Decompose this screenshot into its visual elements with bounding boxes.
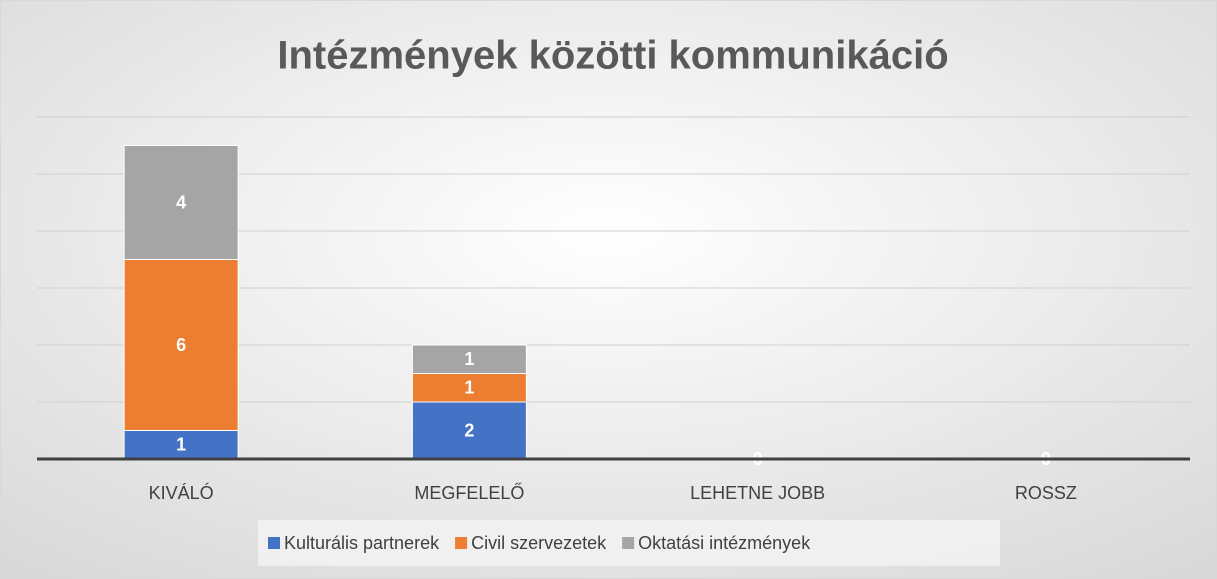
bar-segment <box>411 373 527 403</box>
bar-segment <box>123 430 239 460</box>
legend-label: Kulturális partnerek <box>284 533 440 553</box>
data-label: 1 <box>176 435 186 455</box>
legend-swatch <box>622 537 635 549</box>
data-label: 2 <box>464 420 474 440</box>
data-label: 6 <box>176 335 186 355</box>
legend: Kulturális partnerek Civil szervezetek Okt… <box>258 520 1000 566</box>
x-tick-label: ROSSZ <box>1015 483 1077 503</box>
x-tick-label: KIVÁLÓ <box>149 482 214 503</box>
x-tick-label: MEGFELELŐ <box>414 482 524 503</box>
bar-segment <box>123 259 239 431</box>
data-label: 4 <box>176 192 186 212</box>
legend-swatch <box>268 537 280 549</box>
legend-label: Civil szervezetek <box>471 533 607 553</box>
bar-segment <box>123 145 239 260</box>
bar-segment <box>411 401 527 460</box>
data-label: 1 <box>464 349 474 369</box>
legend-label: Oktatási intézmények <box>638 533 811 553</box>
bar-segment <box>411 344 527 374</box>
legend-swatch <box>455 537 468 549</box>
data-label: 1 <box>464 378 474 398</box>
chart-title: Intézmények közötti kommunikáció <box>277 34 948 78</box>
x-tick-label: LEHETNE JOBB <box>690 483 825 503</box>
